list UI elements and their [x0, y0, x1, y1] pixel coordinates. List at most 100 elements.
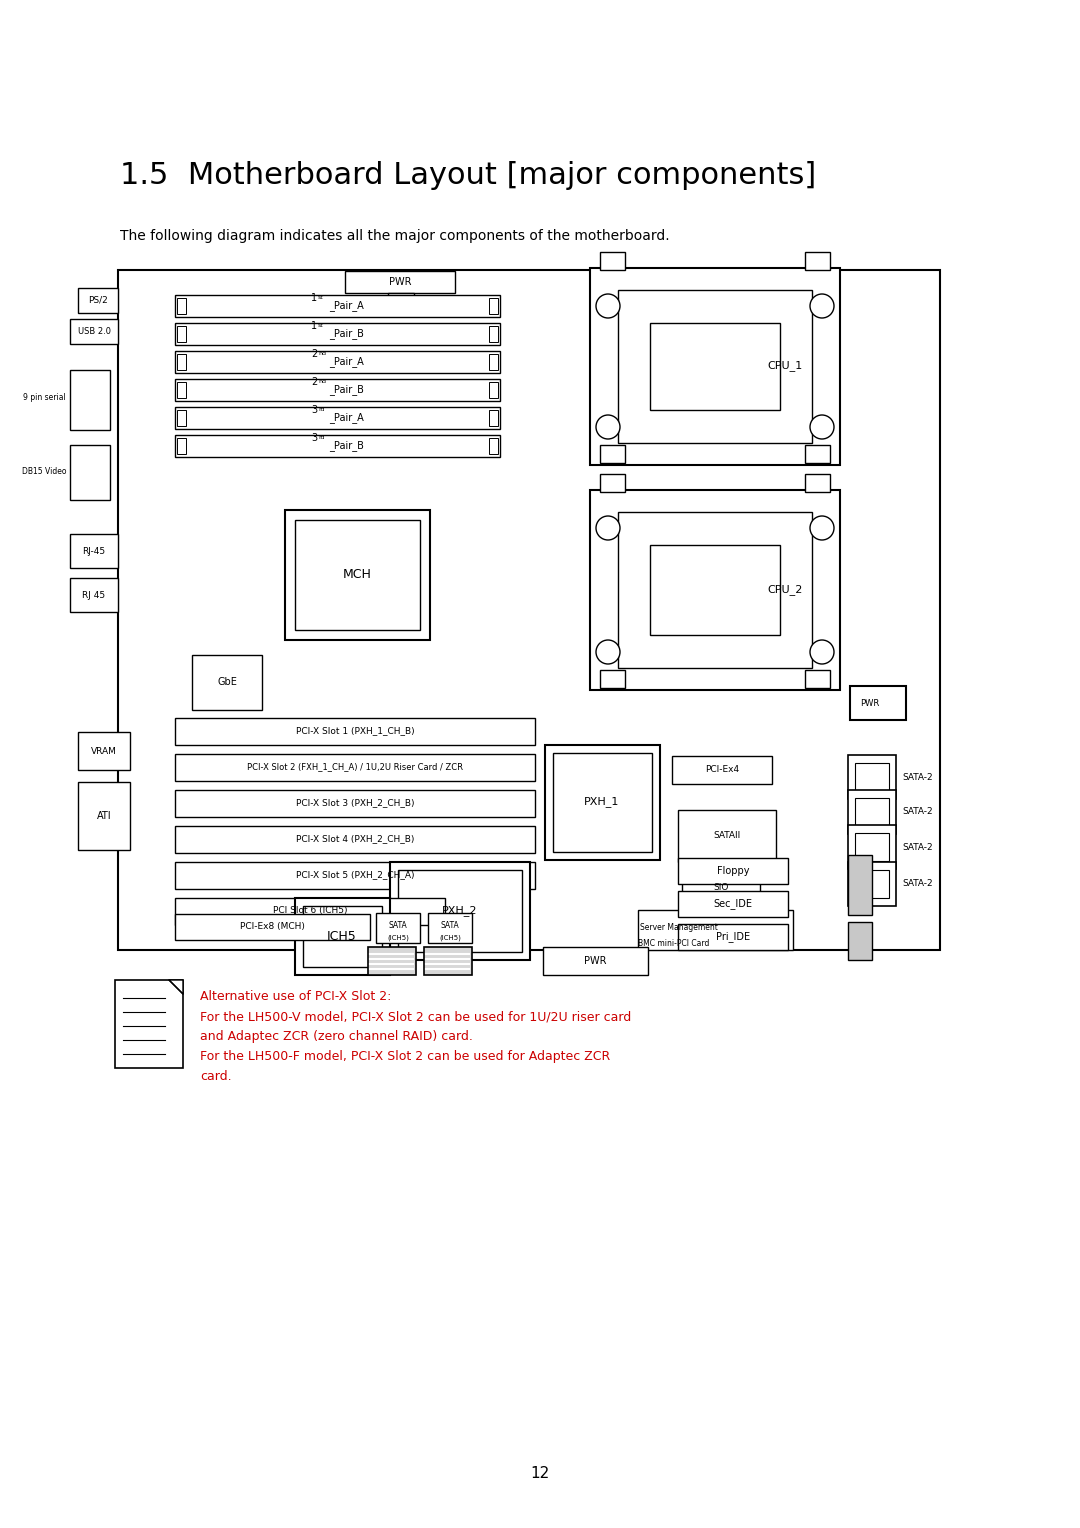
Bar: [78, 732, 130, 770]
Text: 9 pin serial: 9 pin serial: [24, 394, 66, 402]
Bar: [295, 520, 420, 630]
Bar: [175, 862, 535, 889]
Bar: [175, 322, 500, 345]
Text: 1.5  Motherboard Layout [major components]: 1.5 Motherboard Layout [major components…: [120, 160, 816, 189]
Text: PS/2: PS/2: [89, 295, 108, 304]
Bar: [368, 947, 416, 975]
Bar: [805, 445, 831, 463]
Bar: [672, 756, 772, 784]
Bar: [600, 669, 625, 688]
Bar: [600, 445, 625, 463]
Bar: [848, 825, 896, 869]
Bar: [177, 354, 186, 370]
Text: RJ-45: RJ-45: [82, 547, 106, 556]
Bar: [543, 947, 648, 975]
Text: Pri_IDE: Pri_IDE: [716, 932, 751, 943]
Text: 12: 12: [530, 1465, 550, 1481]
Bar: [855, 869, 889, 898]
Text: For the LH500-V model, PCI-X Slot 2 can be used for 1U/2U riser card: For the LH500-V model, PCI-X Slot 2 can …: [200, 1010, 631, 1024]
Text: 2: 2: [311, 377, 318, 387]
Bar: [177, 439, 186, 454]
Text: ICH5: ICH5: [327, 929, 356, 943]
Text: PXH_1: PXH_1: [584, 796, 620, 807]
Text: rd: rd: [318, 435, 324, 440]
Bar: [70, 319, 118, 344]
Text: The following diagram indicates all the major components of the motherboard.: The following diagram indicates all the …: [120, 229, 670, 243]
Text: 3: 3: [311, 432, 318, 443]
Text: card.: card.: [200, 1070, 231, 1083]
Bar: [590, 267, 840, 465]
Bar: [681, 871, 760, 905]
Bar: [388, 293, 414, 315]
Text: PWR: PWR: [584, 957, 606, 966]
Bar: [805, 252, 831, 270]
Text: PCI-Ex4: PCI-Ex4: [705, 766, 739, 775]
Text: SATA-2: SATA-2: [902, 880, 933, 888]
Text: nd: nd: [318, 379, 326, 384]
Text: _Pair_A: _Pair_A: [329, 413, 364, 423]
Bar: [678, 810, 777, 862]
Text: For the LH500-F model, PCI-X Slot 2 can be used for Adaptec ZCR: For the LH500-F model, PCI-X Slot 2 can …: [200, 1050, 610, 1063]
Text: Alternative use of PCI-X Slot 2:: Alternative use of PCI-X Slot 2:: [200, 990, 391, 1002]
Circle shape: [810, 416, 834, 439]
Text: PCI-Ex8 (MCH): PCI-Ex8 (MCH): [240, 923, 305, 932]
Bar: [848, 790, 896, 834]
Bar: [175, 914, 370, 940]
Bar: [175, 295, 500, 316]
Text: BMC mini-PCI Card: BMC mini-PCI Card: [638, 938, 710, 947]
Bar: [70, 370, 110, 429]
Circle shape: [596, 293, 620, 318]
Bar: [805, 669, 831, 688]
Bar: [848, 755, 896, 799]
Text: SATA-2: SATA-2: [902, 842, 933, 851]
Text: SIO: SIO: [713, 883, 729, 892]
Bar: [175, 718, 535, 746]
Bar: [345, 270, 455, 293]
Bar: [175, 351, 500, 373]
Bar: [78, 782, 130, 850]
Bar: [70, 533, 118, 568]
Bar: [192, 656, 262, 711]
Bar: [175, 898, 445, 924]
Bar: [650, 545, 780, 636]
Text: _Pair_B: _Pair_B: [329, 440, 364, 451]
Text: (ICH5): (ICH5): [387, 935, 409, 941]
Text: _Pair_A: _Pair_A: [329, 356, 364, 367]
Bar: [855, 798, 889, 827]
Text: VRAM: VRAM: [91, 747, 117, 755]
Bar: [175, 406, 500, 429]
Bar: [175, 379, 500, 400]
Text: SATA: SATA: [441, 921, 459, 931]
Bar: [489, 410, 498, 426]
Text: RJ 45: RJ 45: [82, 590, 106, 599]
Bar: [600, 474, 625, 492]
Text: rd: rd: [318, 406, 324, 413]
Bar: [553, 753, 652, 853]
Bar: [848, 856, 872, 915]
Bar: [855, 833, 889, 860]
Bar: [805, 474, 831, 492]
Text: PXH_2: PXH_2: [442, 906, 477, 917]
Bar: [295, 898, 390, 975]
Text: USB 2.0: USB 2.0: [78, 327, 110, 336]
Text: 2: 2: [311, 348, 318, 359]
Text: 1: 1: [311, 293, 318, 303]
Circle shape: [596, 516, 620, 539]
Text: ATI: ATI: [97, 811, 111, 821]
Text: SATAll: SATAll: [714, 831, 741, 840]
Text: PCI Slot 6 (ICH5): PCI Slot 6 (ICH5): [273, 906, 348, 915]
Text: PCI-X Slot 1 (PXH_1_CH_B): PCI-X Slot 1 (PXH_1_CH_B): [296, 726, 415, 735]
Bar: [600, 252, 625, 270]
Text: DB15 Video: DB15 Video: [22, 468, 66, 477]
Bar: [175, 827, 535, 853]
Bar: [303, 906, 382, 967]
Bar: [390, 862, 530, 960]
Bar: [489, 439, 498, 454]
Bar: [489, 382, 498, 397]
Text: st: st: [318, 295, 324, 299]
Polygon shape: [168, 979, 183, 995]
Bar: [848, 921, 872, 960]
Text: Sec_IDE: Sec_IDE: [714, 898, 753, 909]
Text: st: st: [318, 322, 324, 329]
Bar: [638, 911, 793, 950]
